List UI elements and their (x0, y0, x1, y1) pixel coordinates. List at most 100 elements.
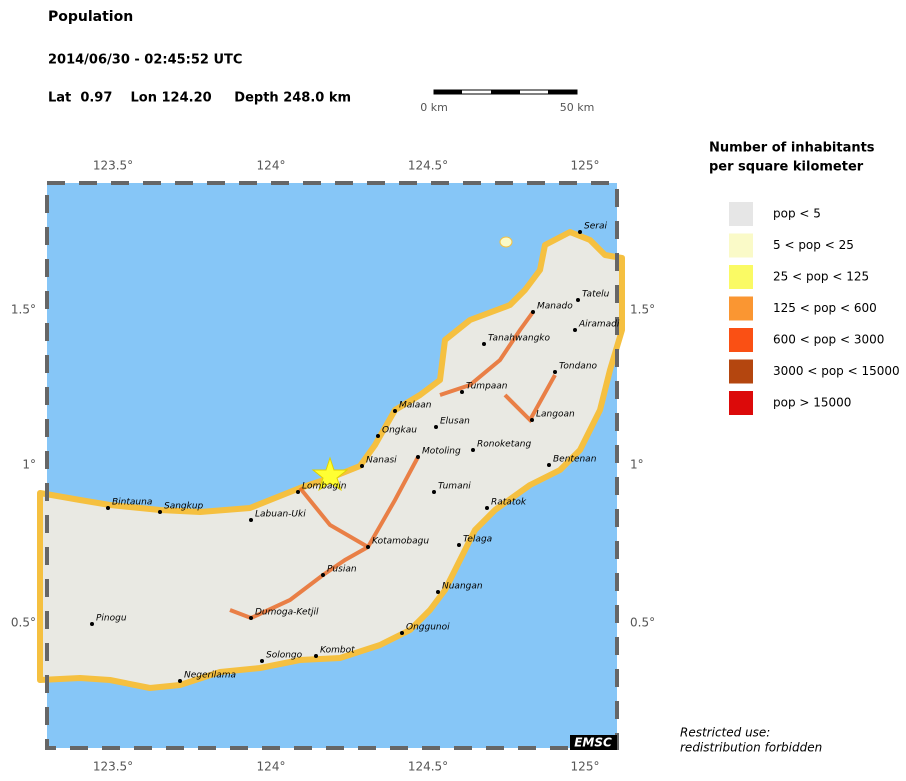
city-dot (416, 455, 420, 459)
city-label: Pusian (327, 565, 357, 575)
city-label: Tondano (559, 362, 598, 372)
scale-start: 0 km (420, 101, 448, 114)
city-dot (434, 425, 438, 429)
city-label: Solongo (266, 651, 303, 661)
legend-swatch (729, 233, 753, 258)
city-dot (376, 434, 380, 438)
city-dot (178, 679, 182, 683)
city-dot (457, 543, 461, 547)
legend-label: 5 < pop < 25 (773, 238, 854, 252)
city-label: Ongkau (382, 426, 417, 436)
city-dot (249, 518, 253, 522)
city-label: Tumani (438, 482, 471, 492)
city-label: Ronoketang (477, 440, 531, 450)
city-dot (360, 464, 364, 468)
legend-swatch (729, 202, 753, 226)
city-label: Nanasi (366, 456, 397, 466)
legend-label: 125 < pop < 600 (773, 301, 877, 315)
city-dot (366, 545, 370, 549)
legend-label: 600 < pop < 3000 (773, 333, 884, 347)
legend-swatch (729, 359, 753, 384)
city-dot (432, 490, 436, 494)
lon-tick-label: 125° (571, 159, 600, 173)
city-dot (553, 370, 557, 374)
city-label: Kombot (320, 646, 355, 656)
lon-tick-label: 123.5° (93, 760, 133, 774)
scale-end: 50 km (560, 101, 595, 114)
logo: EMSC (574, 736, 612, 750)
lon-tick-label: 124.5° (408, 159, 448, 173)
city-label: Tumpaan (466, 382, 508, 392)
city-dot (485, 506, 489, 510)
city-dot (573, 328, 577, 332)
city-label: Lombagin (302, 482, 347, 492)
lat-tick-label: 1.5° (630, 303, 655, 317)
note: Restricted use: (680, 726, 770, 740)
location: Lat 0.97 Lon 124.20 Depth 248.0 km (48, 91, 351, 106)
city-label: Kotamobagu (372, 537, 429, 547)
city-dot (460, 390, 464, 394)
city-dot (576, 298, 580, 302)
city-label: Ratatok (491, 498, 527, 508)
city-dot (578, 230, 582, 234)
city-label: Manado (537, 302, 573, 312)
city-dot (531, 310, 535, 314)
city-label: Elusan (440, 417, 470, 427)
city-dot (90, 622, 94, 626)
city-label: Nuangan (442, 582, 483, 592)
legend-swatch (729, 328, 753, 352)
city-dot (471, 448, 475, 452)
city-dot (158, 510, 162, 514)
legend-swatch (729, 296, 753, 321)
city-label: Bentenan (553, 455, 597, 465)
lon-tick-label: 124.5° (408, 760, 448, 774)
map: EMSC Serai Tatelu Manado Airamadi Tanahwangk… (37, 181, 625, 750)
legend-label: 25 < pop < 125 (773, 270, 869, 284)
lon-tick-label: 124° (257, 760, 286, 774)
lat-tick-label: 0.5° (11, 616, 36, 630)
title: Population (48, 9, 133, 25)
city-dot (530, 418, 534, 422)
city-dot (296, 490, 300, 494)
legend-title: Number of inhabitants (709, 141, 875, 156)
city-label: Sangkup (164, 502, 204, 512)
scale-bar: 0 km 50 km (420, 89, 595, 114)
lat-tick-label: 1° (22, 458, 36, 472)
epicenter (311, 456, 349, 492)
legend-label: pop < 5 (773, 207, 821, 221)
city-label: Motoling (422, 447, 461, 457)
city-dot (249, 616, 253, 620)
city-dot (400, 631, 404, 635)
city-dot (321, 573, 325, 577)
legend-label: pop > 15000 (773, 396, 851, 410)
lat-tick-label: 0.5° (630, 616, 655, 630)
city-label: Malaan (399, 401, 432, 411)
logo-box (570, 735, 617, 750)
city-dot (436, 590, 440, 594)
city-label: Langoan (536, 410, 575, 420)
lat-tick-label: 1.5° (11, 303, 36, 317)
lon-tick-label: 125° (571, 760, 600, 774)
city-label: Tatelu (582, 290, 610, 300)
city-label: Tanahwangko (488, 334, 550, 344)
legend-swatch (729, 391, 753, 415)
city-label: Airamadi (578, 320, 620, 330)
city-label: Negerilama (184, 671, 236, 681)
island (499, 236, 513, 248)
legend-title: per square kilometer (709, 160, 864, 175)
legend: pop < 5 5 < pop < 25 25 < pop < 125 125 < p… (729, 202, 900, 415)
legend-swatch (729, 265, 753, 289)
datetime: 2014/06/30 - 02:45:52 UTC (48, 53, 242, 68)
lon-tick-label: 123.5° (93, 159, 133, 173)
city-label: Bintauna (112, 498, 152, 508)
lon-tick-label: 124° (257, 159, 286, 173)
legend-label: 3000 < pop < 15000 (773, 364, 900, 378)
note: redistribution forbidden (680, 741, 822, 755)
city-label: Pinogu (96, 614, 127, 624)
city-label: Labuan-Uki (255, 510, 306, 520)
city-dot (547, 463, 551, 467)
city-label: Dumoga-Ketjil (255, 608, 319, 618)
city-dot (106, 506, 110, 510)
city-dot (314, 654, 318, 658)
